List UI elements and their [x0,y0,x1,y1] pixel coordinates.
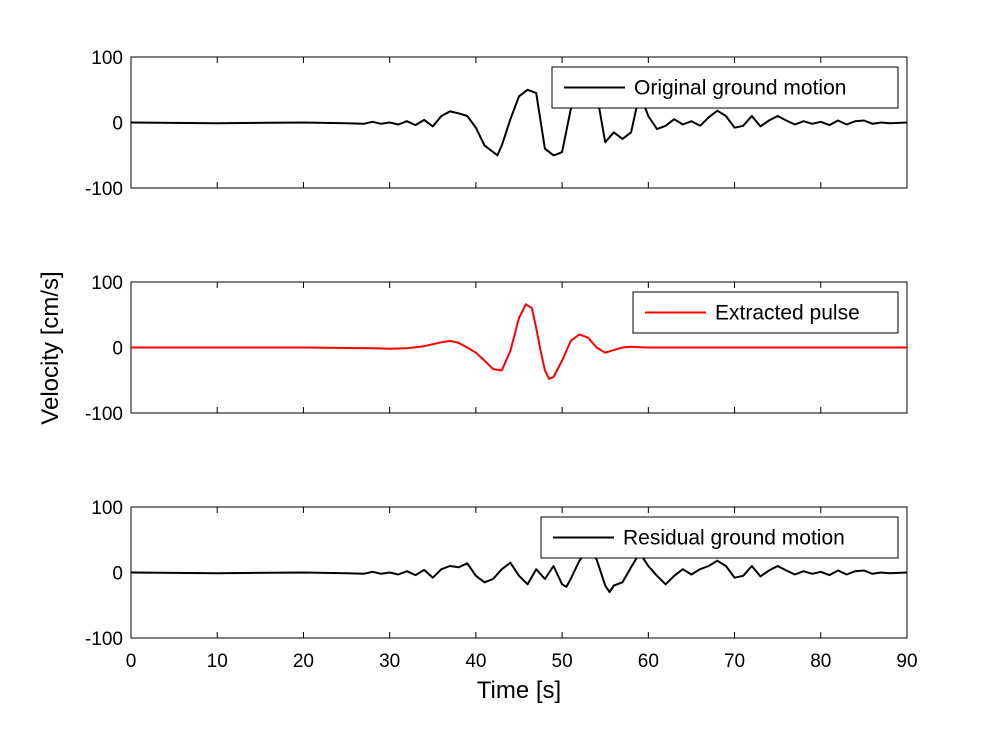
legend: Original ground motion [551,66,899,109]
x-tick-label: 90 [896,651,917,672]
y-tick-label: -100 [85,179,123,200]
y-tick-label: -100 [85,629,123,650]
y-tick-label: -100 [85,404,123,425]
legend-label: Original ground motion [634,77,846,100]
y-axis-label: Velocity [cm/s] [37,271,64,424]
subplot-3: 100 0 -100 Residual ground motion [85,498,908,650]
y-tick-label: 0 [112,564,123,585]
y-tick-label: 100 [91,48,123,69]
legend: Residual ground motion [540,516,899,559]
x-tick-label: 20 [293,651,314,672]
series-line-1 [130,88,908,157]
series-line-3 [130,548,908,594]
x-tick-label: 70 [724,651,745,672]
x-tick-label: 80 [810,651,831,672]
y-tick-label: 100 [91,273,123,294]
x-tick-label: 10 [207,651,228,672]
y-tick-label: 0 [112,114,123,135]
x-tick-label: 50 [552,651,573,672]
x-tick-label: 30 [379,651,400,672]
subplot-2: 100 0 -100 Extracted pulse [85,273,908,425]
legend-label: Residual ground motion [623,527,845,550]
series-line-2 [131,303,907,380]
subplot-1: 100 0 -100 Original ground motion [85,48,908,200]
legend-label: Extracted pulse [715,302,860,325]
x-tick-label: 0 [126,651,137,672]
x-tick-label: 40 [465,651,486,672]
x-axis-label: Time [s] [477,677,561,704]
x-tick-label: 60 [638,651,659,672]
y-tick-label: 0 [112,339,123,360]
legend: Extracted pulse [632,291,899,334]
y-tick-label: 100 [91,498,123,519]
